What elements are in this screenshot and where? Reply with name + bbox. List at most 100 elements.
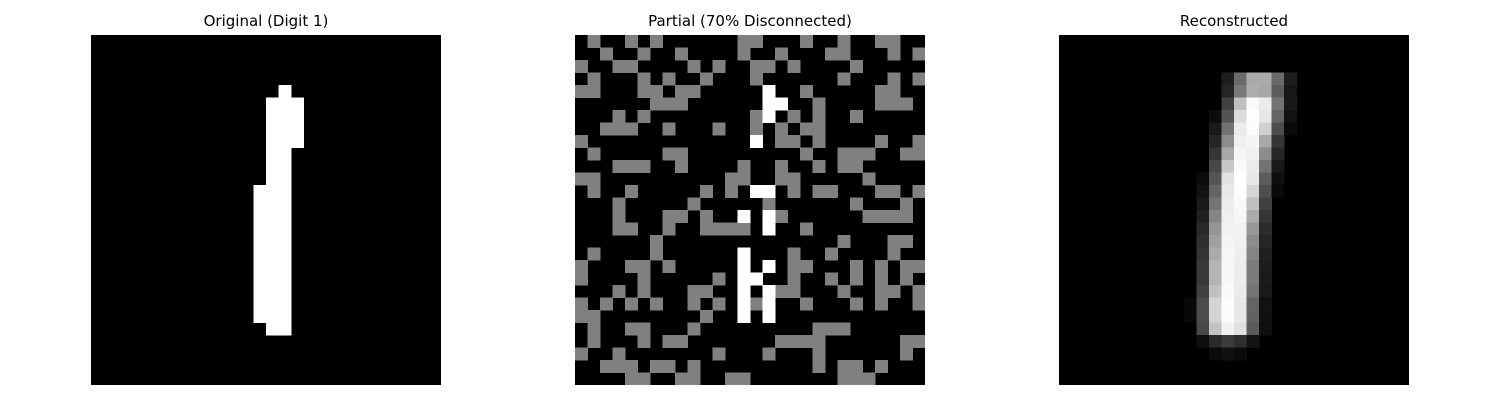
disconnected-pixel: [838, 373, 851, 386]
reconstructed-pixel: [1197, 273, 1210, 286]
reconstructed-pixel: [1259, 260, 1272, 273]
panel-title-partial: Partial (70% Disconnected): [575, 12, 925, 30]
reconstructed-pixel: [1222, 248, 1235, 261]
disconnected-pixel: [888, 98, 901, 111]
disconnected-pixel: [825, 185, 838, 198]
digit-pixel-run: [254, 248, 292, 261]
disconnected-pixel: [838, 48, 851, 61]
disconnected-pixel: [638, 373, 651, 386]
reconstructed-pixel: [1247, 173, 1260, 186]
disconnected-pixel: [638, 85, 651, 98]
disconnected-pixel: [813, 110, 826, 123]
disconnected-pixel: [850, 273, 863, 286]
disconnected-pixel: [875, 285, 888, 298]
disconnected-pixel: [613, 223, 626, 236]
disconnected-pixel: [750, 298, 763, 311]
disconnected-pixel: [700, 285, 713, 298]
reconstructed-pixel: [1259, 273, 1272, 286]
reconstructed-pixel: [1222, 348, 1235, 361]
reconstructed-pixel: [1222, 323, 1235, 336]
reconstructed-pixel: [1234, 210, 1247, 223]
remaining-pixel: [763, 285, 776, 298]
disconnected-pixel: [913, 73, 926, 86]
reconstructed-pixel: [1259, 210, 1272, 223]
reconstructed-pixel: [1259, 160, 1272, 173]
disconnected-pixel: [888, 73, 901, 86]
reconstructed-digit-svg: [1059, 35, 1409, 385]
reconstructed-pixel: [1247, 335, 1260, 348]
remaining-pixel: [763, 185, 776, 198]
disconnected-pixel: [788, 248, 801, 261]
disconnected-pixel: [700, 210, 713, 223]
reconstructed-pixel: [1234, 85, 1247, 98]
disconnected-pixel: [875, 210, 888, 223]
reconstructed-pixel: [1209, 273, 1222, 286]
disconnected-pixel: [613, 360, 626, 373]
disconnected-pixel: [638, 335, 651, 348]
disconnected-pixel: [775, 173, 788, 186]
disconnected-pixel: [638, 160, 651, 173]
remaining-pixel: [763, 98, 776, 111]
reconstructed-pixel: [1209, 210, 1222, 223]
disconnected-pixel: [613, 210, 626, 223]
disconnected-pixel: [838, 35, 851, 48]
disconnected-pixel: [588, 148, 601, 161]
disconnected-pixel: [650, 235, 663, 248]
disconnected-pixel: [575, 60, 588, 73]
disconnected-pixel: [725, 185, 738, 198]
reconstructed-pixel: [1247, 148, 1260, 161]
remaining-pixel: [763, 260, 776, 273]
disconnected-pixel: [775, 285, 788, 298]
disconnected-pixel: [725, 373, 738, 386]
disconnected-pixel: [788, 285, 801, 298]
disconnected-pixel: [850, 148, 863, 161]
reconstructed-pixel: [1222, 298, 1235, 311]
disconnected-pixel: [663, 360, 676, 373]
reconstructed-pixel: [1234, 260, 1247, 273]
reconstructed-pixel: [1209, 248, 1222, 261]
reconstructed-pixel: [1259, 285, 1272, 298]
digit-pixel-run: [266, 98, 304, 111]
reconstructed-pixel: [1234, 135, 1247, 148]
reconstructed-pixel: [1247, 73, 1260, 86]
disconnected-pixel: [800, 335, 813, 348]
disconnected-pixel: [788, 260, 801, 273]
disconnected-pixel: [863, 173, 876, 186]
disconnected-pixel: [713, 298, 726, 311]
reconstructed-pixel: [1209, 110, 1222, 123]
reconstructed-pixel: [1197, 310, 1210, 323]
disconnected-pixel: [825, 323, 838, 336]
disconnected-pixel: [875, 260, 888, 273]
disconnected-pixel: [763, 348, 776, 361]
disconnected-pixel: [775, 160, 788, 173]
disconnected-pixel: [625, 323, 638, 336]
digit-pixel-run: [254, 298, 292, 311]
disconnected-pixel: [838, 148, 851, 161]
reconstructed-pixel: [1197, 323, 1210, 336]
disconnected-pixel: [850, 198, 863, 211]
disconnected-pixel: [813, 160, 826, 173]
disconnected-pixel: [575, 135, 588, 148]
reconstructed-pixel: [1272, 135, 1285, 148]
reconstructed-pixel: [1234, 223, 1247, 236]
disconnected-pixel: [738, 160, 751, 173]
disconnected-pixel: [800, 148, 813, 161]
disconnected-pixel: [700, 310, 713, 323]
reconstructed-pixel: [1222, 273, 1235, 286]
disconnected-pixel: [625, 260, 638, 273]
disconnected-pixel: [613, 123, 626, 136]
disconnected-pixel: [788, 110, 801, 123]
reconstructed-pixel: [1222, 285, 1235, 298]
disconnected-pixel: [913, 185, 926, 198]
disconnected-pixel: [838, 73, 851, 86]
reconstructed-pixel: [1259, 73, 1272, 86]
digit-pixel-run: [254, 210, 292, 223]
disconnected-pixel: [900, 198, 913, 211]
digit-pixel-run: [254, 285, 292, 298]
disconnected-pixel: [813, 98, 826, 111]
disconnected-pixel: [913, 335, 926, 348]
disconnected-pixel: [650, 360, 663, 373]
remaining-pixel: [738, 298, 751, 311]
reconstructed-pixel: [1197, 185, 1210, 198]
reconstructed-pixel: [1247, 98, 1260, 111]
